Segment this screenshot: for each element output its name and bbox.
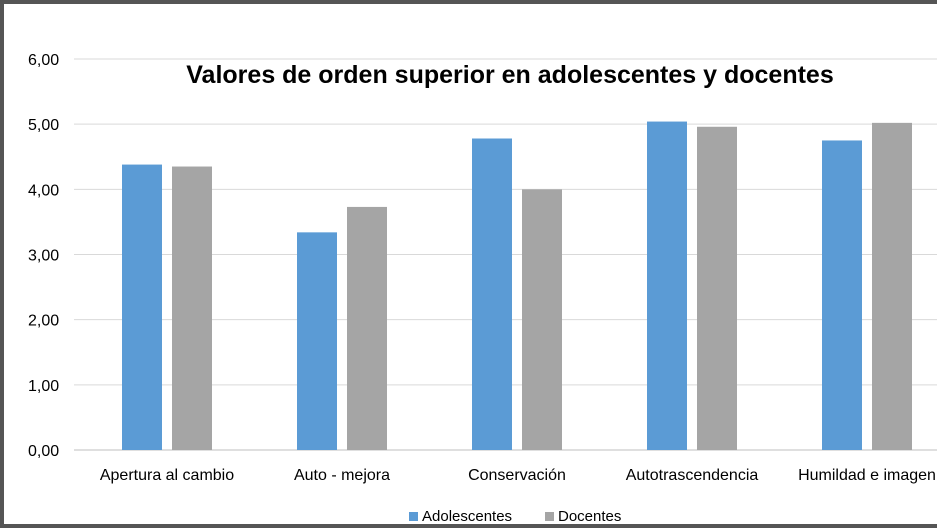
y-tick-label: 3,00 <box>28 248 59 265</box>
x-axis-category-labels: Apertura al cambio Auto - mejora Conservac… <box>100 467 936 484</box>
bar-docentes-3 <box>697 126 737 451</box>
y-tick-label: 0,00 <box>28 443 59 460</box>
x-category-label: Humildad e imagen <box>798 467 936 484</box>
bar-adolescentes-3 <box>647 121 687 450</box>
legend-label-docentes: Docentes <box>558 508 621 525</box>
bar-docentes-4 <box>872 122 912 450</box>
legend-swatch-docentes <box>545 512 554 521</box>
chart-title: Valores de orden superior en adolescente… <box>186 61 833 89</box>
x-category-label: Autotrascendencia <box>626 467 759 484</box>
bar-docentes-1 <box>347 206 387 450</box>
y-tick-label: 6,00 <box>28 52 59 69</box>
x-category-label: Conservación <box>468 467 566 484</box>
bar-adolescentes-0 <box>122 164 162 450</box>
bar-docentes-2 <box>522 189 562 451</box>
bar-adolescentes-4 <box>822 140 862 451</box>
y-tick-label: 1,00 <box>28 378 59 395</box>
legend: Adolescentes Docentes <box>409 508 621 525</box>
y-tick-label: 4,00 <box>28 182 59 199</box>
bar-chart: Valores de orden superior en adolescente… <box>28 52 937 525</box>
legend-label-adolescentes: Adolescentes <box>422 508 512 525</box>
bar-adolescentes-1 <box>297 232 337 450</box>
y-tick-label: 2,00 <box>28 313 59 330</box>
x-category-label: Auto - mejora <box>294 467 390 484</box>
legend-swatch-adolescentes <box>409 512 418 521</box>
bar-adolescentes-2 <box>472 138 512 450</box>
bars <box>122 121 912 451</box>
y-tick-label: 5,00 <box>28 117 59 134</box>
y-axis-tick-labels: 0,00 1,00 2,00 3,00 4,00 5,00 6,00 <box>28 52 59 460</box>
bar-docentes-0 <box>172 166 212 450</box>
x-category-label: Apertura al cambio <box>100 467 234 484</box>
